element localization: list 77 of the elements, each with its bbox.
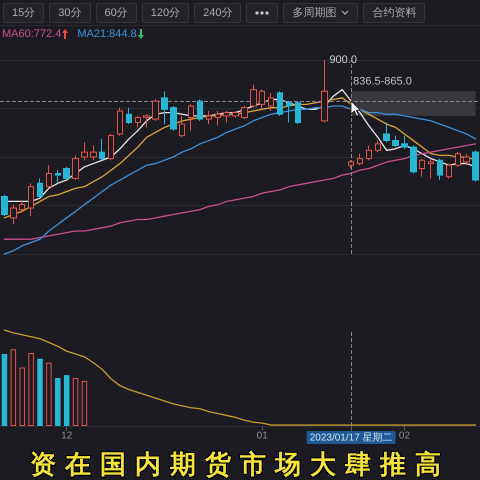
candlestick [455, 152, 461, 168]
candlestick [446, 163, 452, 179]
x-tick-label: 12 [61, 430, 73, 442]
candlestick [268, 92, 274, 112]
candlestick [206, 110, 212, 125]
candlestick [383, 122, 390, 143]
candlestick [232, 110, 239, 118]
candlestick [37, 178, 43, 199]
button[interactable]: 120分 [142, 2, 190, 22]
bar [37, 358, 43, 426]
bar [72, 378, 78, 426]
candlestick [286, 100, 292, 123]
candlestick [55, 170, 61, 184]
bar [10, 349, 16, 426]
candlestick [135, 115, 141, 128]
x-tick-label: 2023/01/17 星期二 [310, 432, 393, 444]
text: 资在国内期货市场大肆推高 [29, 448, 451, 480]
candlestick [463, 153, 470, 166]
dropdown-button[interactable]: 多周期图 [283, 2, 358, 22]
candlestick [161, 90, 168, 125]
candlestick [10, 204, 17, 225]
bar [46, 362, 52, 426]
candlestick [401, 135, 408, 150]
candlestick [143, 114, 150, 128]
candlestick [223, 110, 230, 123]
button[interactable]: 240分 [194, 2, 242, 22]
candlestick [215, 110, 221, 126]
candlestick [472, 150, 479, 182]
text: MA21:844.8 [77, 28, 137, 40]
candlestick [179, 115, 185, 138]
candlestick [428, 158, 434, 179]
candlestick [1, 194, 8, 217]
candlestick [126, 107, 132, 125]
candlestick [321, 60, 328, 123]
bar [28, 353, 34, 426]
candlestick [295, 100, 301, 125]
band-label: 836.5-865.0 [353, 76, 412, 88]
candlestick [277, 90, 283, 116]
candlestick [250, 84, 257, 108]
candlestick [63, 166, 70, 181]
x-tick-label: 01 [256, 430, 268, 442]
bar [64, 375, 70, 426]
candlestick [410, 144, 417, 174]
button[interactable]: 15分 [3, 2, 44, 22]
annotation: 900.0 [329, 54, 357, 66]
candlestick [28, 182, 34, 217]
bar [2, 354, 8, 426]
candlestick [375, 140, 381, 153]
bar [19, 367, 25, 426]
candlestick [117, 107, 123, 136]
bar [55, 378, 61, 426]
candlestick [72, 154, 79, 181]
candlestick [437, 158, 443, 181]
candlestick [241, 106, 248, 120]
candlestick [348, 160, 354, 170]
candlestick [90, 144, 97, 161]
candlestick [188, 104, 194, 132]
x-tick-label: 02 [398, 430, 410, 442]
candlestick [366, 144, 372, 161]
candlestick [170, 106, 177, 132]
candlestick [99, 138, 105, 161]
candlestick [152, 98, 159, 122]
candlestick [108, 133, 114, 161]
candlestick [197, 98, 203, 122]
candlestick [259, 89, 265, 110]
candlestick [357, 153, 363, 166]
bar [82, 380, 88, 426]
candlestick [81, 142, 88, 161]
text: MA60:772.4 [2, 28, 62, 40]
candlestick [419, 158, 425, 178]
more-button[interactable] [246, 2, 278, 22]
button[interactable]: 30分 [49, 2, 90, 22]
candlestick [392, 135, 399, 148]
button[interactable]: 60分 [96, 2, 137, 22]
button[interactable]: 合约资料 [363, 2, 426, 22]
candlestick [46, 164, 52, 189]
candlestick [19, 199, 25, 214]
